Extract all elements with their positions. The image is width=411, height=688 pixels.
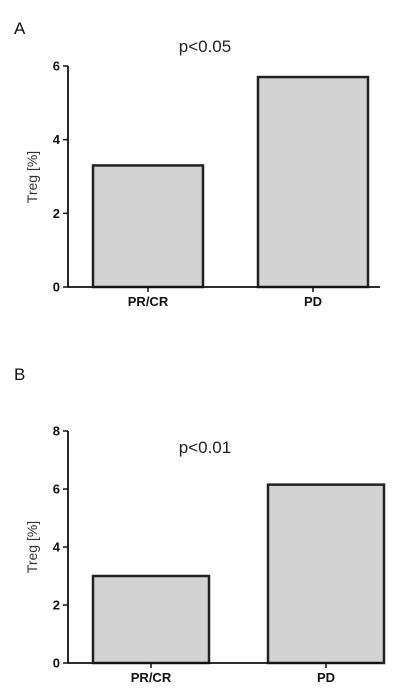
panel-a-axes: [67, 66, 380, 292]
panel-a-y-axis-label: Treg [%]: [24, 151, 40, 203]
panel-b-category-label-1: PD: [317, 670, 335, 685]
panel-a-bars: [91, 75, 370, 289]
panel-a: A p<0.05 Treg [%] 0 2 4 6 PR/CR PD: [14, 19, 380, 309]
panel-a-y-tick-label-2: 4: [53, 132, 61, 147]
panel-b-y-tick-label-2: 4: [53, 540, 61, 555]
panel-b-bars: [91, 483, 386, 665]
panel-a-bar-1: [256, 75, 370, 289]
panel-a-bar-0: [91, 164, 205, 289]
panel-a-label: A: [14, 19, 26, 38]
panel-a-category-label-1: PD: [304, 294, 322, 309]
panel-b-y-tick-label-1: 2: [53, 598, 60, 613]
panel-b-bar-1: [266, 483, 386, 665]
panel-b-y-tick-label-0: 0: [53, 656, 60, 671]
panel-b-y-tick-label-4: 8: [53, 424, 60, 439]
panel-a-ticks: 0 2 4 6: [53, 59, 68, 295]
panel-b-bar-0: [91, 574, 211, 665]
panel-a-category-label-0: PR/CR: [128, 294, 169, 309]
panel-b-y-axis-label: Treg [%]: [24, 521, 40, 573]
panel-a-y-tick-label-0: 0: [53, 280, 60, 295]
panel-b-category-label-0: PR/CR: [131, 670, 172, 685]
panel-a-categories: PR/CR PD: [128, 294, 322, 309]
panel-b-categories: PR/CR PD: [131, 670, 335, 685]
panel-b-label: B: [14, 365, 25, 384]
panel-a-y-tick-label-3: 6: [53, 59, 60, 74]
panel-a-annotation: p<0.05: [179, 37, 231, 56]
panel-b-ticks: 0 2 4 6 8: [53, 424, 68, 671]
panel-b-y-tick-label-3: 6: [53, 482, 60, 497]
panel-a-y-tick-label-1: 2: [53, 206, 60, 221]
panel-b: B p<0.01 Treg [%] 0 2 4 6 8 PR/CR PD: [14, 365, 386, 685]
panel-b-annotation: p<0.01: [179, 438, 231, 457]
